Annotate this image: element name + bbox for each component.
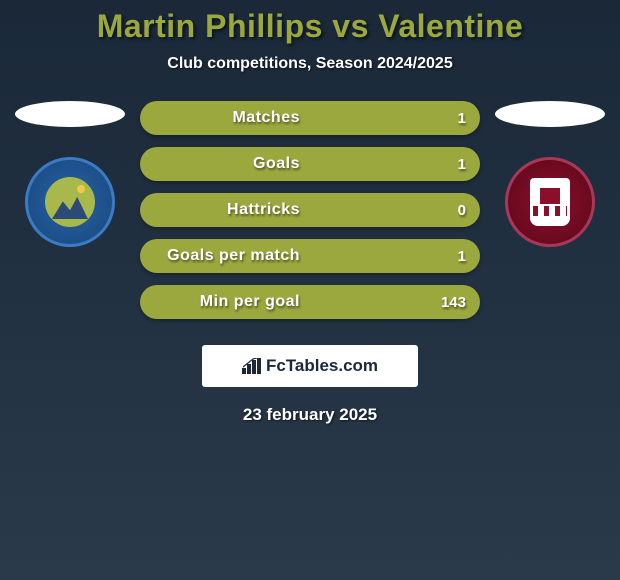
stat-value-right: 1	[458, 156, 466, 173]
bars-icon	[242, 358, 262, 374]
stat-value-right: 0	[458, 202, 466, 219]
stat-label: Min per goal	[200, 293, 300, 311]
stat-value-right: 143	[441, 294, 466, 311]
stat-label: Matches	[232, 109, 300, 127]
stat-row-mpg: Min per goal 143	[140, 285, 480, 319]
stat-row-hattricks: Hattricks 0	[140, 193, 480, 227]
stat-value-right: 1	[458, 110, 466, 127]
stat-row-goals: Goals 1	[140, 147, 480, 181]
left-side	[10, 101, 130, 247]
subtitle: Club competitions, Season 2024/2025	[167, 55, 452, 73]
comparison-area: Matches 1 Goals 1 Hattricks 0 Goals per …	[0, 101, 620, 319]
badge-left-inner	[45, 177, 95, 227]
date-label: 23 february 2025	[243, 405, 377, 425]
stat-row-gpm: Goals per match 1	[140, 239, 480, 273]
brand-text: FcTables.com	[266, 356, 378, 376]
brand-badge: FcTables.com	[202, 345, 418, 387]
stat-label: Goals	[253, 155, 300, 173]
player-photo-right	[495, 101, 605, 127]
team-badge-right	[505, 157, 595, 247]
page-title: Martin Phillips vs Valentine	[97, 8, 524, 45]
stat-value-right: 1	[458, 248, 466, 265]
stats-panel: Matches 1 Goals 1 Hattricks 0 Goals per …	[140, 101, 480, 319]
team-badge-left	[25, 157, 115, 247]
stat-row-matches: Matches 1	[140, 101, 480, 135]
stat-label: Hattricks	[227, 201, 300, 219]
badge-right-inner	[530, 178, 570, 226]
stat-label: Goals per match	[167, 247, 300, 265]
right-side	[490, 101, 610, 247]
player-photo-left	[15, 101, 125, 127]
